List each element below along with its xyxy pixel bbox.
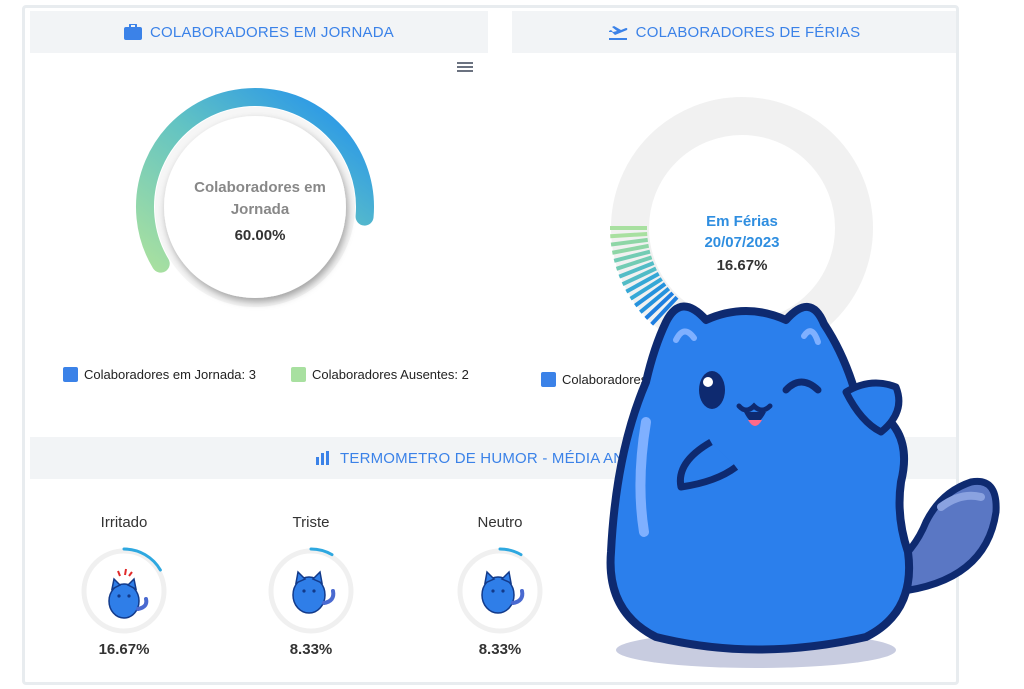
- ferias-arc-tick: [621, 266, 657, 287]
- angry-cat-icon: [108, 568, 149, 619]
- humor-title: TERMOMETRO DE HUMOR - MÉDIA AN: [340, 449, 625, 467]
- ferias-arc-tick: [610, 231, 648, 239]
- legend-label: Colaboradores Ausentes: 2: [312, 367, 469, 382]
- jornada-center-label: Colaboradores em Jornada: [170, 177, 350, 221]
- ferias-center-label: Em Férias 20/07/2023: [662, 211, 822, 253]
- ferias-arc-tick: [610, 237, 649, 247]
- jornada-header: COLABORADORES EM JORNADA: [30, 11, 488, 53]
- sad-cat-icon: [292, 570, 336, 614]
- ferias-center-value: 16.67%: [716, 257, 768, 274]
- hamburger-menu-icon[interactable]: [457, 60, 473, 74]
- ferias-arc-tick: [634, 282, 667, 308]
- bar-chart-icon: [316, 451, 332, 465]
- mood-item-irritado: Irritado 16.67%: [64, 514, 184, 658]
- mood-gauge-arc: [309, 547, 334, 557]
- legend-swatch: [63, 367, 78, 382]
- mood-gauge: [81, 547, 167, 634]
- mood-gauge-arc: [122, 547, 162, 572]
- mood-value: 8.33%: [289, 641, 333, 658]
- mood-item-neutro: Neutro 8.33%: [440, 514, 560, 658]
- ferias-arc-tick: [613, 249, 651, 263]
- mood-gauge: [268, 547, 354, 634]
- ferias-arc-tick: [644, 291, 675, 320]
- mood-label: Triste: [292, 514, 330, 531]
- ferias-arc-tick: [615, 255, 653, 271]
- jornada-donut-hole: [164, 116, 346, 298]
- mood-label: Irritado: [100, 514, 148, 531]
- legend-item-jornada[interactable]: Colaboradores em Jornada: 3: [63, 367, 256, 382]
- mood-item-triste: Triste 8.33%: [251, 514, 371, 658]
- ferias-arc-tick: [629, 277, 663, 301]
- mood-label: Neutro: [477, 514, 523, 531]
- legend-label: Colaboradores: [562, 372, 648, 387]
- ferias-arc-tick: [611, 243, 650, 255]
- ferias-header: COLABORADORES DE FÉRIAS: [512, 11, 956, 53]
- neutral-cat-icon: [481, 570, 525, 614]
- jornada-center-line1: Colaboradores em: [194, 179, 326, 196]
- mood-value: 8.33%: [478, 641, 522, 658]
- mood-value: 16.67%: [98, 641, 150, 658]
- ferias-center-line1: Em Férias: [706, 213, 778, 230]
- airplane-icon: [608, 24, 628, 40]
- legend-label: Colaboradores em Jornada: 3: [84, 367, 256, 382]
- legend-item-ferias[interactable]: Colaboradores: [541, 372, 647, 387]
- legend-swatch: [291, 367, 306, 382]
- jornada-arc: [136, 88, 374, 273]
- legend-item-ausentes[interactable]: Colaboradores Ausentes: 2: [291, 367, 469, 382]
- ferias-arc-tick: [639, 287, 671, 314]
- ferias-title: COLABORADORES DE FÉRIAS: [635, 23, 861, 41]
- ferias-arc-tick: [650, 295, 679, 326]
- jornada-center-line2: Jornada: [230, 201, 290, 218]
- ferias-arc-tick: [625, 272, 660, 294]
- jornada-center-value: 60.00%: [234, 227, 286, 244]
- briefcase-icon: [123, 24, 142, 40]
- jornada-donut-chart: [136, 88, 374, 307]
- ferias-center-line2: 20/07/2023: [704, 234, 780, 251]
- jornada-title: COLABORADORES EM JORNADA: [149, 23, 394, 41]
- mood-gauge-arc: [498, 547, 523, 557]
- cat-mascot-illustration: [606, 302, 1000, 668]
- ferias-arc-tick: [618, 261, 655, 279]
- legend-swatch: [541, 372, 556, 387]
- mood-gauge: [457, 547, 543, 634]
- ferias-arc: [610, 226, 679, 326]
